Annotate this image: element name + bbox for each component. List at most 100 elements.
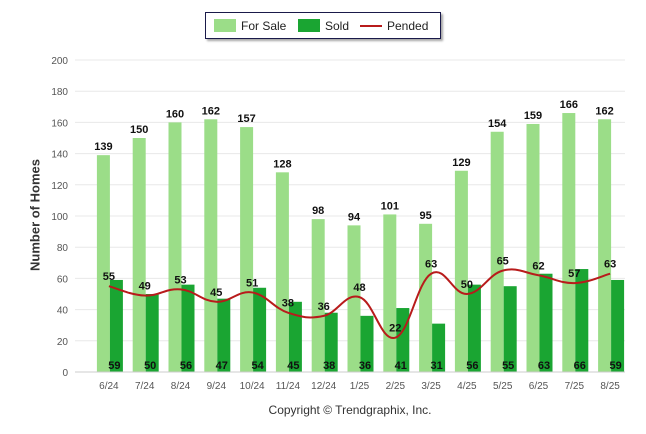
- x-tick-label: 6/24: [99, 381, 119, 392]
- x-tick-label: 11/24: [276, 381, 301, 392]
- pended-value-label: 55: [103, 271, 115, 283]
- sold-bar: [324, 312, 338, 372]
- pended-value-label: 62: [532, 260, 544, 272]
- sold-bar: [575, 269, 589, 372]
- pended-value-label: 49: [139, 281, 151, 293]
- for-sale-bar: [347, 225, 361, 372]
- for-sale-bar: [454, 170, 468, 372]
- legend-label-sold: Sold: [325, 19, 350, 33]
- for-sale-bar: [419, 223, 433, 372]
- for-sale-bar: [168, 122, 182, 373]
- sold-value-label: 47: [216, 360, 228, 372]
- sold-bar: [432, 323, 446, 372]
- y-tick-label: 100: [51, 212, 68, 223]
- sold-bar: [109, 279, 123, 372]
- sold-value-label: 31: [430, 360, 442, 372]
- pended-value-label: 51: [246, 277, 258, 289]
- for-sale-swatch: [214, 19, 236, 32]
- sold-bar: [360, 315, 374, 372]
- pended-value-label: 53: [174, 274, 186, 286]
- sold-bar: [467, 284, 481, 372]
- legend-label-for-sale: For Sale: [241, 19, 287, 33]
- y-tick-label: 120: [51, 181, 68, 192]
- for-sale-bar: [275, 172, 289, 372]
- pended-value-label: 45: [210, 287, 222, 299]
- sold-value-label: 41: [395, 360, 407, 372]
- sold-value-label: 54: [251, 360, 264, 372]
- pended-value-label: 63: [425, 259, 437, 271]
- for-sale-bar: [562, 113, 576, 372]
- sold-value-label: 63: [538, 360, 550, 372]
- for-sale-value-label: 150: [130, 124, 148, 136]
- y-tick-label: 200: [51, 56, 68, 67]
- for-sale-bar: [383, 214, 397, 372]
- x-tick-label: 9/24: [207, 381, 227, 392]
- x-tick-label: 8/24: [171, 381, 191, 392]
- pended-swatch: [360, 25, 382, 27]
- for-sale-value-label: 159: [524, 110, 542, 122]
- pended-line: [108, 268, 611, 339]
- y-tick-label: 60: [57, 274, 69, 285]
- for-sale-value-label: 154: [488, 118, 507, 130]
- pended-value-label: 57: [568, 268, 580, 280]
- y-tick-label: 140: [51, 150, 68, 161]
- for-sale-value-label: 129: [452, 157, 470, 169]
- for-sale-value-label: 101: [381, 200, 399, 212]
- for-sale-bar: [598, 119, 612, 372]
- sold-value-label: 38: [323, 360, 335, 372]
- for-sale-bar: [204, 119, 218, 372]
- for-sale-bar: [311, 219, 325, 372]
- for-sale-value-label: 162: [595, 105, 613, 117]
- x-tick-label: 3/25: [421, 381, 441, 392]
- pended-value-label: 48: [353, 282, 365, 294]
- sold-value-label: 59: [108, 360, 120, 372]
- for-sale-bar: [96, 155, 110, 372]
- y-axis-title: Number of Homes: [27, 159, 43, 271]
- legend: For Sale Sold Pended: [205, 12, 441, 39]
- pended-value-label: 36: [318, 301, 330, 313]
- y-tick-label: 180: [51, 87, 68, 98]
- sold-swatch: [298, 19, 320, 32]
- bars: [96, 113, 625, 373]
- legend-item-for-sale[interactable]: For Sale: [214, 19, 286, 33]
- pended-value-label: 65: [497, 256, 509, 268]
- x-tick-label: 10/24: [240, 381, 265, 392]
- x-tick-label: 8/25: [600, 381, 620, 392]
- y-tick-label: 0: [62, 368, 68, 379]
- for-sale-value-label: 160: [166, 108, 184, 120]
- for-sale-value-label: 166: [560, 99, 578, 111]
- for-sale-value-label: 162: [202, 105, 220, 117]
- for-sale-value-label: 128: [273, 158, 291, 170]
- legend-item-sold[interactable]: Sold: [298, 19, 349, 33]
- pended-value-label: 22: [389, 323, 401, 335]
- sold-bar: [181, 284, 195, 372]
- sold-bar: [503, 286, 517, 372]
- y-tick-label: 40: [57, 306, 69, 317]
- sold-value-label: 50: [144, 360, 156, 372]
- pended-value-label: 38: [282, 298, 294, 310]
- x-tick-label: 1/25: [350, 381, 370, 392]
- for-sale-bar: [490, 131, 504, 372]
- sold-bar: [145, 294, 159, 372]
- for-sale-value-label: 94: [348, 211, 361, 223]
- sold-bar: [288, 301, 302, 372]
- sold-bar: [539, 273, 553, 372]
- legend-label-pended: Pended: [387, 19, 429, 33]
- y-tick-label: 80: [57, 243, 69, 254]
- pended-value-label: 50: [461, 279, 473, 291]
- y-tick-label: 160: [51, 118, 68, 129]
- pended-value-label: 63: [604, 259, 616, 271]
- sold-value-label: 59: [609, 360, 621, 372]
- x-tick-label: 4/25: [457, 381, 477, 392]
- legend-item-pended[interactable]: Pended: [360, 19, 428, 33]
- x-tick-label: 2/25: [386, 381, 406, 392]
- sold-value-label: 55: [502, 360, 514, 372]
- y-tick-label: 20: [57, 337, 69, 348]
- x-tick-label: 7/24: [135, 381, 155, 392]
- sold-value-label: 56: [180, 360, 192, 372]
- for-sale-bar: [240, 127, 254, 372]
- copyright-text: Copyright © Trendgraphix, Inc.: [268, 403, 432, 417]
- data-labels: 139 59 150 50 160 56 162 47 157 54 128 45 98 38 94 36 10…: [94, 99, 622, 372]
